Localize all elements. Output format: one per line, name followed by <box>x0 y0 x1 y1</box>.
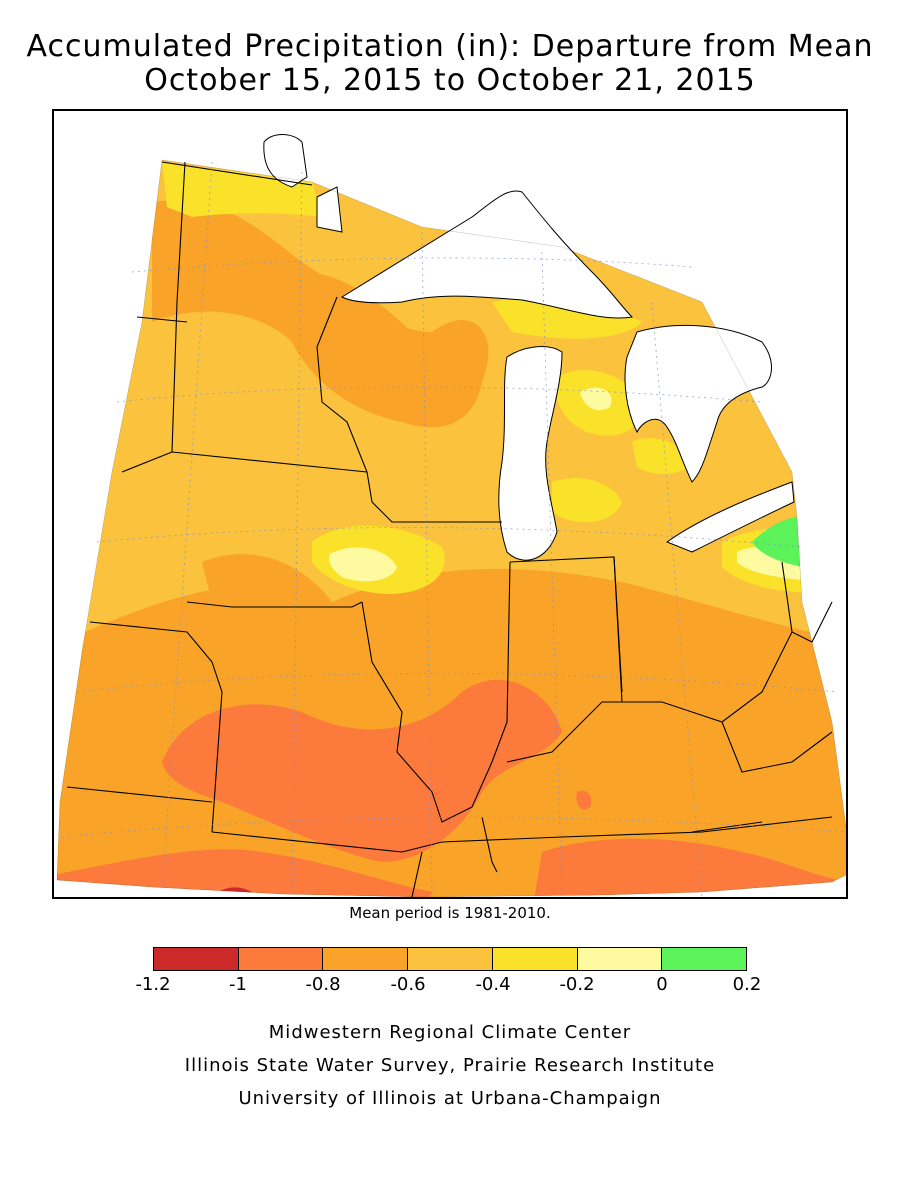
contour-near-normal-michigan <box>580 387 612 411</box>
lake-michigan <box>498 346 563 561</box>
border-ks-mo <box>211 661 223 833</box>
border-ia-mo <box>186 601 363 608</box>
credit-uiuc: University of Illinois at Urbana-Champai… <box>238 1088 662 1109</box>
credit-mrcc: Midwestern Regional Climate Center <box>268 1022 632 1043</box>
map-date-range: October 15, 2015 to October 21, 2015 <box>144 63 756 98</box>
legend-tick-label: -0.4 <box>475 974 511 995</box>
legend-swatch-moderate <box>408 948 493 970</box>
legend-tick-label: -1.2 <box>135 974 171 995</box>
border-pa <box>791 601 833 643</box>
border-mo-ar <box>211 831 443 853</box>
legend-swatch-slight <box>492 948 578 970</box>
map-domain-outline <box>56 159 846 897</box>
legend-tick-label: -1 <box>229 974 247 995</box>
border-sd-ne <box>121 451 173 473</box>
graticule-lat-1 <box>131 257 693 273</box>
map-panel <box>52 109 848 899</box>
lake-superior <box>340 190 634 319</box>
border-ne-ks <box>89 621 213 663</box>
contour-near-normal-iowa <box>329 547 397 582</box>
contour-very-dry-missouri-illinois <box>162 679 562 862</box>
credit-isws: Illinois State Water Survey, Prairie Res… <box>184 1055 716 1076</box>
legend-tick-label: 0 <box>656 974 668 995</box>
border-mississippi-river <box>481 816 498 873</box>
legend-tick-label: -0.6 <box>390 974 426 995</box>
contour-wet-northeast-ohio <box>752 517 802 567</box>
border-mn-ia <box>171 451 368 473</box>
map-title: Accumulated Precipitation (in): Departur… <box>26 29 874 64</box>
legend-swatch-wet <box>662 948 747 970</box>
border-ks-ok <box>66 786 213 803</box>
graticule-lat-4 <box>76 672 838 693</box>
graticule-lon-2 <box>291 171 303 897</box>
legend-swatch-very-dry <box>238 948 324 970</box>
legend-tick-label: -0.8 <box>305 974 341 995</box>
border-canada-mn <box>161 161 313 186</box>
precip-departure-map <box>56 134 846 897</box>
color-legend <box>153 947 747 971</box>
contour-slight-north-minnesota <box>162 162 322 217</box>
contour-dry-iowa <box>202 554 332 614</box>
legend-swatch-near-normal <box>577 948 663 970</box>
lake-huron <box>624 324 772 483</box>
graticule <box>61 161 846 897</box>
contour-dry-wisconsin <box>292 272 431 414</box>
border-nd-sd <box>136 316 188 323</box>
legend-swatch-extreme-dry <box>154 948 239 970</box>
legend-tick-label: -0.2 <box>559 974 595 995</box>
graticule-lon-1 <box>161 161 213 893</box>
border-ar-tn <box>411 851 423 897</box>
north-shore-water <box>263 134 308 188</box>
mean-period-note: Mean period is 1981-2010. <box>349 904 551 922</box>
great-lakes <box>263 134 795 561</box>
border-illinois-river <box>361 561 511 823</box>
border-tn-ky <box>441 816 833 843</box>
lake-of-the-woods <box>316 186 343 233</box>
border-nd-mn <box>171 161 186 453</box>
border-wv <box>721 721 833 773</box>
legend-tick-label: 0.2 <box>732 974 762 995</box>
legend-swatch-dry <box>323 948 409 970</box>
border-in-ky <box>506 701 642 763</box>
lake-erie <box>665 481 795 553</box>
contour-slight-michigan-south <box>552 478 622 523</box>
contour-very-dry-indiana-spot <box>576 790 592 810</box>
border-tn-nc <box>691 821 763 833</box>
border-mn-wi <box>316 296 502 523</box>
state-boundaries <box>66 161 833 897</box>
